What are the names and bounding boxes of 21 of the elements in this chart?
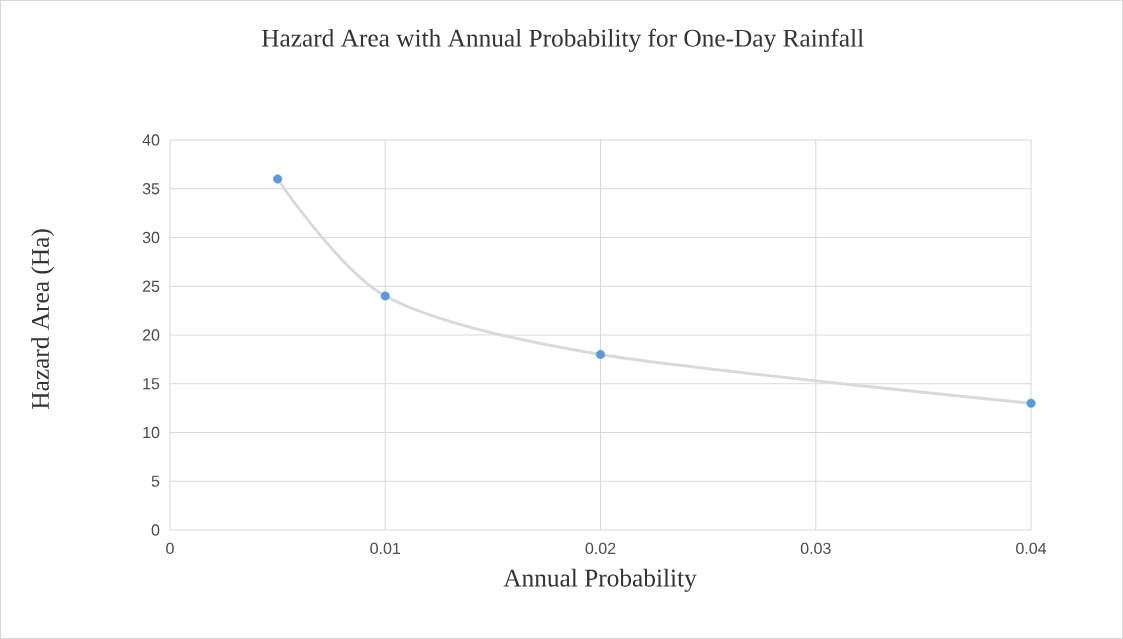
y-tick-label: 25 <box>142 280 160 292</box>
point <box>1026 398 1036 408</box>
y-tick-label: 20 <box>142 329 160 341</box>
y-tick-label: 0 <box>151 524 160 536</box>
x-tick-label: 0 <box>166 542 174 555</box>
point <box>380 291 390 301</box>
y-tick-label: 15 <box>143 378 160 390</box>
y-tick-label: 10 <box>143 426 160 439</box>
y-axis-title: Hazard Area (Ha) <box>31 229 55 409</box>
point <box>273 174 283 184</box>
y-tick-label: 35 <box>142 183 160 195</box>
x-tick-label: 0.02 <box>585 542 616 555</box>
chart-title: Hazard Area with Annual Probability for One-Day Rainfall <box>261 28 864 52</box>
y-tick-label: 5 <box>151 475 160 487</box>
y-tick-label: 30 <box>142 231 160 244</box>
x-tick-label: 0.01 <box>370 542 401 555</box>
y-tick-label: 40 <box>142 134 160 146</box>
x-tick-label: 0.03 <box>800 542 831 555</box>
x-axis-title: Annual Probability <box>503 568 697 592</box>
x-tick-label: 0.04 <box>1016 542 1047 555</box>
point <box>595 349 606 360</box>
